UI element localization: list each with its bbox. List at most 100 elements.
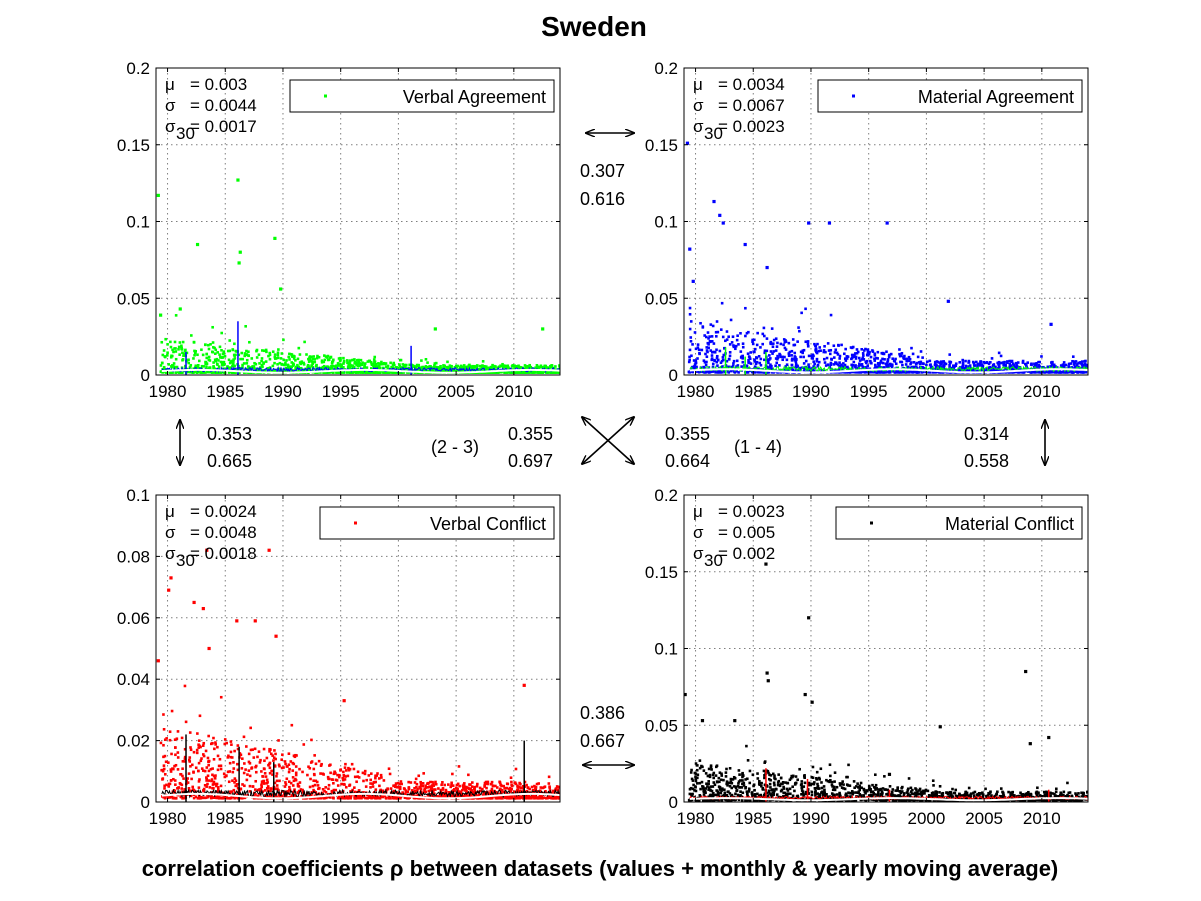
data-point: [299, 788, 303, 791]
data-point: [221, 797, 224, 800]
data-point: [765, 349, 769, 353]
data-point: [163, 787, 166, 790]
data-point: [708, 371, 711, 374]
data-point: [744, 306, 747, 310]
data-point: [174, 314, 178, 317]
data-point: [861, 356, 865, 360]
data-point: [312, 767, 316, 771]
data-point: [422, 772, 425, 775]
data-point: [458, 790, 462, 793]
data-point: [451, 772, 454, 776]
data-point: [393, 363, 396, 367]
data-point: [399, 367, 403, 370]
data-point: [822, 350, 826, 354]
data-point: [886, 361, 889, 364]
data-point: [495, 786, 499, 789]
data-point: [166, 796, 170, 799]
data-point: [429, 365, 432, 368]
data-point: [900, 354, 903, 358]
data-point: [397, 366, 400, 370]
data-point: [405, 371, 409, 374]
data-point: [710, 357, 714, 360]
data-point: [374, 774, 377, 778]
data-point: [510, 365, 514, 368]
data-point: [715, 335, 718, 338]
data-point: [424, 358, 428, 361]
data-point: [324, 790, 328, 794]
data-point: [253, 619, 257, 623]
data-point: [714, 330, 718, 334]
data-point: [202, 796, 205, 800]
data-point: [236, 796, 240, 800]
data-point: [481, 796, 485, 800]
data-point: [689, 339, 693, 343]
data-point: [961, 363, 965, 366]
data-point: [216, 363, 219, 366]
data-point: [1067, 370, 1070, 374]
data-point: [216, 786, 220, 789]
data-point: [306, 794, 310, 798]
data-point: [212, 346, 215, 349]
data-point: [804, 359, 808, 363]
data-point: [171, 791, 175, 794]
data-point: [525, 794, 529, 798]
data-point: [366, 360, 370, 363]
data-point: [196, 353, 199, 357]
data-point: [534, 788, 538, 791]
data-point: [914, 362, 918, 366]
data-point: [219, 764, 223, 768]
data-point: [743, 364, 746, 367]
data-point: [320, 359, 324, 363]
data-point: [195, 242, 200, 247]
data-point: [190, 370, 194, 374]
data-point: [313, 754, 316, 757]
data-point: [843, 363, 847, 367]
data-point: [741, 357, 745, 360]
data-point: [302, 361, 305, 365]
data-point: [254, 362, 258, 366]
data-point: [906, 357, 909, 361]
data-point: [174, 783, 177, 786]
data-point: [707, 343, 710, 346]
data-point: [838, 361, 841, 364]
data-point: [192, 770, 195, 774]
data-point: [316, 354, 319, 358]
data-point: [753, 365, 757, 368]
data-point: [759, 370, 763, 374]
data-point: [967, 368, 971, 372]
data-point: [257, 369, 260, 372]
data-point: [519, 371, 523, 374]
data-point: [276, 351, 280, 355]
data-point: [1062, 366, 1066, 369]
data-point: [699, 321, 702, 325]
data-point: [299, 362, 302, 366]
data-point: [294, 365, 298, 369]
data-point: [413, 786, 416, 790]
data-point: [547, 775, 551, 779]
data-point: [473, 790, 476, 794]
stat-mu-value: = 0.0034: [718, 75, 785, 94]
data-point: [310, 738, 313, 742]
data-point: [192, 367, 195, 370]
data-point: [495, 797, 499, 800]
data-point: [840, 363, 843, 367]
data-point: [312, 796, 316, 800]
data-point: [239, 787, 243, 791]
data-point: [323, 796, 326, 800]
y-tick-label: 0.2: [654, 59, 678, 78]
data-point: [801, 351, 805, 355]
data-point: [407, 366, 411, 370]
data-point: [527, 796, 531, 800]
data-point: [904, 357, 907, 361]
data-point: [253, 366, 256, 370]
data-point: [737, 371, 740, 374]
data-point: [558, 371, 560, 374]
data-point: [776, 354, 779, 358]
data-point: [336, 773, 339, 777]
data-point: [205, 776, 208, 779]
data-point: [747, 330, 750, 334]
data-point: [863, 371, 867, 374]
data-point: [322, 360, 326, 364]
data-point: [320, 793, 324, 797]
